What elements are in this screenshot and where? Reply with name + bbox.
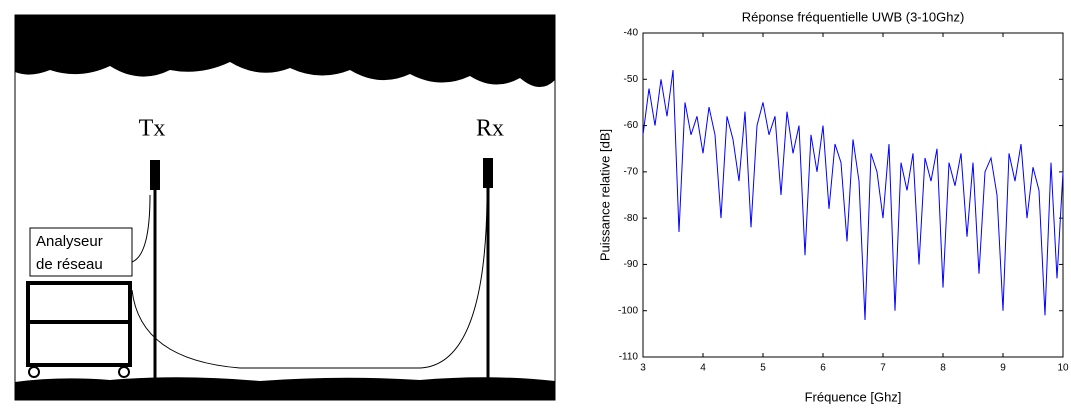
rx-label: Rx (476, 116, 504, 142)
y-tick-label: -90 (624, 259, 639, 270)
x-tick-label: 4 (700, 363, 706, 374)
y-tick-label: -110 (619, 352, 639, 363)
tx-label: Tx (139, 116, 166, 142)
x-tick-label: 5 (760, 363, 766, 374)
y-tick-label: -80 (624, 213, 639, 224)
analyzer-label: Analyseur (36, 233, 103, 250)
cable (131, 199, 488, 369)
diagram-frame (14, 14, 556, 401)
x-axis-label: Fréquence [Ghz] (805, 389, 902, 404)
wheel (118, 366, 130, 378)
rx-antenna (483, 158, 493, 188)
ceiling (15, 15, 555, 88)
x-tick-label: 10 (1057, 363, 1069, 374)
cable (131, 194, 151, 263)
y-tick-label: -70 (624, 166, 639, 177)
wheel (28, 366, 40, 378)
chart-title: Réponse fréquentielle UWB (3-10Ghz) (742, 9, 965, 24)
y-tick-label: -60 (624, 120, 639, 131)
x-tick-label: 7 (880, 363, 886, 374)
x-tick-label: 3 (640, 363, 646, 374)
x-tick-label: 8 (940, 363, 946, 374)
floor (15, 377, 555, 400)
x-tick-label: 6 (820, 363, 826, 374)
data-line (642, 69, 1064, 320)
analyzer-box (29, 227, 133, 277)
y-tick-label: -40 (624, 28, 639, 39)
analyzer-label: de réseau (36, 256, 103, 273)
y-tick-label: -50 (624, 74, 639, 85)
y-axis-label: Puissance relative [dB] (597, 129, 612, 261)
tx-antenna (150, 160, 160, 190)
x-tick-label: 9 (1000, 363, 1006, 374)
y-tick-label: -100 (618, 305, 638, 316)
plot-frame (642, 32, 1064, 358)
diagram: Tx Rx Analyseur de réseau (14, 14, 556, 401)
